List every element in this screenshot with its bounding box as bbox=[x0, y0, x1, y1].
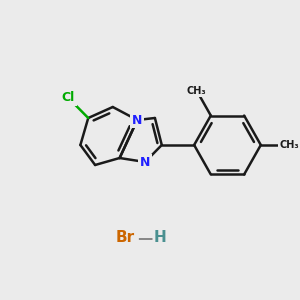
Text: Cl: Cl bbox=[61, 91, 75, 104]
Text: CH₃: CH₃ bbox=[279, 140, 299, 150]
Text: —: — bbox=[137, 230, 153, 245]
Text: H: H bbox=[153, 230, 166, 245]
Text: N: N bbox=[140, 155, 150, 169]
Text: CH₃: CH₃ bbox=[187, 85, 206, 95]
Text: Br: Br bbox=[116, 230, 135, 245]
Text: N: N bbox=[132, 113, 142, 127]
